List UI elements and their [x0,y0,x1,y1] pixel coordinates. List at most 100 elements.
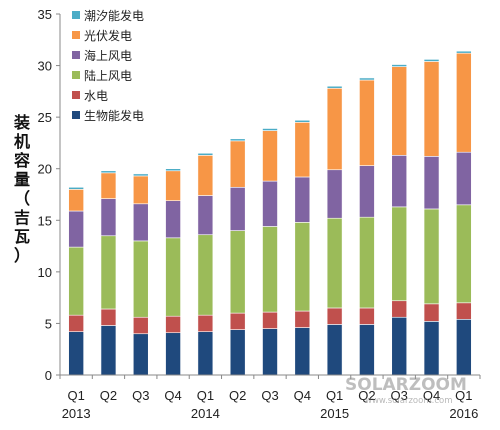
y-tick-label: 30 [38,59,52,74]
bar-segment-4-12 [423,156,440,210]
y-axis-label: 装机容量（吉瓦） [13,113,30,265]
bar-segment-4-11 [391,155,408,208]
bar-segment-6-5 [197,152,214,156]
bar-segment-5-9 [326,87,343,171]
y-tick-label: 25 [38,110,52,125]
legend-swatch [72,11,80,19]
bar-segment-2-3 [132,316,149,335]
bar-segment-2-6 [229,312,246,330]
y-axis-label-char: 装 [13,113,30,132]
bar-segment-4-9 [326,169,343,219]
bar-segment-1-13 [456,319,472,376]
bar-segment-2-11 [391,300,408,318]
bar-segment-3-13 [456,204,472,304]
y-tick-label: 35 [38,7,52,22]
bar-segment-4-10 [359,165,375,218]
y-axis-label-char: 吉 [14,208,30,227]
bar-segment-5-5 [197,155,214,196]
bar-segment-4-3 [132,203,149,242]
x-tick-label: Q3 [261,388,278,403]
x-axis: Q1 Q2 Q3 Q4 Q1 Q2 Q3 Q4 Q1 Q2 Q3 Q4 Q1 2013 2014 2015 20… [59,374,481,421]
bar-segment-4-4 [165,200,181,239]
bar-segment-5-11 [391,66,408,156]
x-tick-label: Q1 [326,388,343,403]
bar-segment-1-1 [68,331,84,376]
bar-segment-2-10 [359,307,375,325]
watermark-url: www.solarzoom.com [365,396,452,406]
bar-segment-2-1 [68,314,84,332]
bar-segment-6-7 [262,128,278,131]
y-axis-label-char: 量 [14,170,30,189]
legend-swatch [72,31,80,39]
bar-segment-1-12 [423,321,440,376]
bar-segment-6-11 [391,64,408,67]
y-tick-label: 10 [38,265,52,280]
bar-segment-4-6 [229,186,246,231]
bar-segment-6-10 [359,77,375,81]
bar-segment-2-7 [262,311,278,329]
bar-segment-1-6 [229,329,246,376]
bar-segment-2-9 [326,307,343,325]
bar-segment-6-9 [326,85,343,89]
bar-segment-5-4 [165,170,181,201]
y-tick-label: 20 [38,162,52,177]
bar-segment-5-3 [132,175,149,205]
bar-segment-5-1 [68,189,84,212]
bar-segment-1-2 [100,325,117,376]
y-axis-label-char: 瓦 [14,227,30,246]
bar-segment-5-7 [262,130,278,182]
bar-segment-6-8 [294,119,311,123]
bar-segment-2-13 [456,302,472,320]
bar-segment-4-7 [262,180,278,227]
bar-segment-3-11 [391,206,408,302]
y-axis-label-char: ） [14,246,30,265]
watermark: SOLARZOOM www.solarzoom.com [345,375,467,406]
legend-swatch [72,51,80,59]
y-axis-label-char: 机 [14,132,30,151]
x-tick-label: Q1 [67,388,84,403]
bar-segment-4-1 [68,210,84,248]
bar-segment-6-2 [100,170,117,174]
bar-segment-1-4 [165,332,181,376]
legend-swatch [72,111,80,119]
y-axis: 0 5 10 15 20 25 30 35 [38,7,61,383]
bar-segment-6-13 [456,50,472,54]
legend-label: 水电 [84,89,108,103]
x-tick-label: Q4 [423,388,440,403]
bar-segment-2-12 [423,303,440,322]
bar-segment-5-13 [456,52,472,153]
bar-segment-4-5 [197,195,214,236]
y-axis-label-char: （ [14,189,30,208]
y-tick-label: 0 [45,368,52,383]
x-tick-label: Q3 [391,388,408,403]
bar-segment-1-3 [132,333,149,376]
bar-segment-5-6 [229,140,246,188]
legend-label: 海上风电 [84,48,132,63]
legend-label: 生物能发电 [84,108,144,123]
bar-segment-5-12 [423,61,440,157]
bar-segment-4-2 [100,198,117,237]
bar-segment-2-5 [197,314,214,332]
legend-label: 潮汐能发电 [84,8,144,23]
bar-segment-2-8 [294,310,311,328]
bar-segment-6-1 [68,186,84,190]
x-tick-label: Q4 [164,388,181,403]
x-tick-label: Q3 [132,388,149,403]
bar-segment-6-12 [423,59,440,62]
x-year-label: 2013 [62,406,91,421]
bar-segment-1-11 [391,316,408,376]
x-year-label: 2016 [449,406,478,421]
bar-segment-3-2 [100,235,117,310]
x-tick-label: Q4 [294,388,311,403]
bar-segment-3-9 [326,217,343,309]
y-tick-label: 5 [45,316,52,331]
bar-segment-3-3 [132,240,149,318]
bar-segment-2-2 [100,308,117,326]
legend-swatch [72,71,80,79]
x-year-label: 2015 [320,406,349,421]
bar-segment-3-4 [165,237,181,317]
bar-segment-1-5 [197,331,214,376]
x-tick-label: Q2 [229,388,246,403]
bar-segment-1-8 [294,327,311,376]
